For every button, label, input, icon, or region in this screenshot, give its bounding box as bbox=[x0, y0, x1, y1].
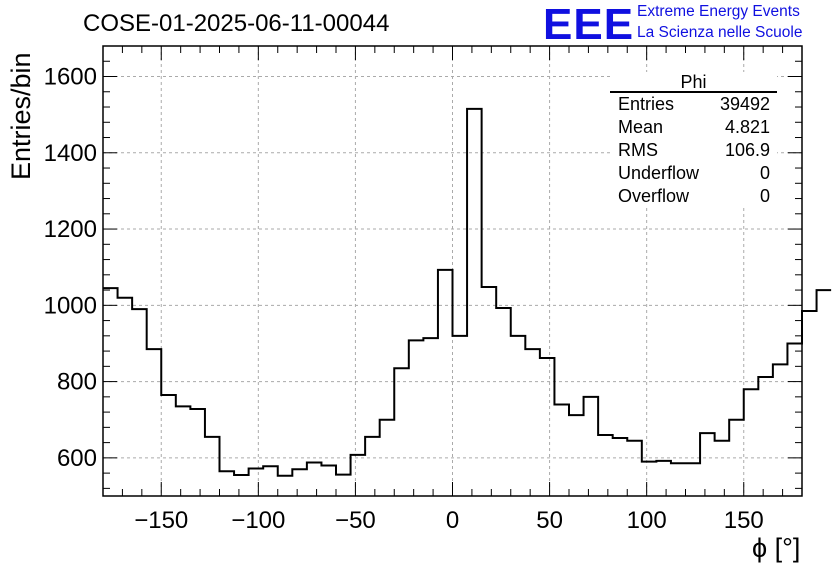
eee-logo: EEE bbox=[543, 0, 635, 49]
x-tick-label: −100 bbox=[231, 507, 285, 534]
x-axis-label: ϕ [°] bbox=[752, 533, 801, 563]
histogram-bin bbox=[511, 336, 526, 496]
histogram-series bbox=[103, 107, 832, 496]
stats-value: 4.821 bbox=[724, 117, 770, 137]
histogram-bin bbox=[744, 389, 759, 496]
histogram-bin bbox=[365, 437, 380, 496]
histogram-bin bbox=[569, 415, 584, 496]
histogram-bin bbox=[118, 298, 133, 496]
x-tick-label: 0 bbox=[446, 507, 459, 534]
stats-key: Entries bbox=[618, 94, 675, 114]
histogram-bin bbox=[205, 437, 220, 496]
histogram-bin bbox=[671, 463, 686, 496]
axes: −150 −100 −50 0 50 100 150 600 800 1000 1200 1400 16… bbox=[44, 45, 803, 534]
histogram-bin bbox=[307, 462, 322, 496]
histogram-bin bbox=[263, 466, 278, 496]
histogram-bin bbox=[249, 469, 264, 496]
histogram-bin bbox=[453, 336, 468, 496]
stats-box: Phi Entries 39492 Mean 4.821 RMS 106.9 U… bbox=[610, 72, 777, 208]
histogram-bin bbox=[715, 441, 730, 496]
stats-value: 0 bbox=[759, 186, 770, 206]
histogram-bin bbox=[525, 349, 540, 496]
x-tick-label: 50 bbox=[536, 507, 563, 534]
stats-value: 106.9 bbox=[724, 140, 770, 160]
histogram-bin bbox=[321, 465, 336, 496]
y-tick-label: 600 bbox=[57, 445, 97, 472]
stats-row: RMS 106.9 bbox=[618, 140, 770, 162]
logo-caption-line2: La Scienza nelle Scuole bbox=[637, 24, 803, 41]
histogram-bin bbox=[482, 287, 497, 496]
histogram-bin bbox=[351, 455, 366, 496]
histogram-bin bbox=[161, 395, 176, 496]
histogram-bin bbox=[438, 270, 453, 496]
histogram-bin bbox=[700, 433, 715, 496]
histogram-bin bbox=[613, 438, 628, 496]
histogram-bin bbox=[817, 290, 832, 496]
histogram-line bbox=[103, 107, 832, 477]
histogram-bin bbox=[409, 340, 424, 496]
stats-divider bbox=[610, 91, 777, 93]
logo-caption-line1: Extreme Energy Events bbox=[637, 3, 800, 20]
histogram-bin bbox=[234, 475, 249, 496]
histogram-bin bbox=[190, 409, 205, 496]
histogram-bin bbox=[292, 469, 307, 496]
histogram-bin bbox=[176, 406, 191, 496]
histogram-bin bbox=[496, 308, 511, 496]
histogram-bin bbox=[627, 441, 642, 496]
chart-title: COSE-01-2025-06-11-00044 bbox=[83, 10, 390, 37]
x-tick-label: −150 bbox=[134, 507, 188, 534]
histogram-bin bbox=[802, 311, 817, 496]
histogram-bin bbox=[773, 364, 788, 496]
histogram-bin bbox=[132, 309, 147, 496]
x-tick-label: 150 bbox=[724, 507, 764, 534]
stats-row: Entries 39492 bbox=[618, 94, 770, 116]
x-tick-label: 100 bbox=[627, 507, 667, 534]
y-tick-label: 1600 bbox=[44, 64, 97, 91]
histogram-bin bbox=[656, 461, 671, 496]
stats-key: Mean bbox=[618, 117, 664, 137]
histogram-bin bbox=[103, 288, 118, 496]
histogram-bin bbox=[584, 397, 599, 496]
histogram-bin bbox=[540, 358, 555, 496]
histogram-bin bbox=[642, 462, 657, 496]
stats-value: 0 bbox=[759, 163, 770, 183]
y-tick-label: 1000 bbox=[44, 292, 97, 319]
stats-value: 39492 bbox=[719, 94, 770, 114]
stats-row: Overflow 0 bbox=[618, 186, 770, 208]
y-axis-label: Entries/bin bbox=[6, 52, 36, 180]
histogram-bin bbox=[423, 338, 438, 496]
histogram-bin bbox=[598, 435, 613, 496]
y-tick-label: 1200 bbox=[44, 216, 97, 243]
histogram-bin bbox=[394, 368, 409, 496]
histogram-bin bbox=[554, 404, 569, 496]
stats-key: RMS bbox=[618, 140, 658, 160]
histogram-bin bbox=[220, 471, 235, 496]
stats-row: Mean 4.821 bbox=[618, 117, 770, 139]
histogram-bin bbox=[758, 377, 773, 496]
histogram-bin bbox=[147, 349, 162, 496]
histogram-bin bbox=[278, 476, 293, 496]
stats-key: Overflow bbox=[618, 186, 690, 206]
stats-name: Phi bbox=[680, 72, 707, 92]
histogram-bin bbox=[686, 463, 701, 496]
x-tick-label: −50 bbox=[335, 507, 376, 534]
stats-key: Underflow bbox=[618, 163, 700, 183]
y-tick-label: 1400 bbox=[44, 140, 97, 167]
stats-row: Underflow 0 bbox=[618, 163, 770, 185]
histogram-bin bbox=[336, 475, 351, 496]
histogram-bin bbox=[467, 109, 482, 496]
y-tick-label: 800 bbox=[57, 369, 97, 396]
